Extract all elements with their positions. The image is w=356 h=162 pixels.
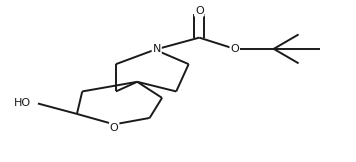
Text: O: O bbox=[110, 123, 119, 133]
Text: HO: HO bbox=[14, 98, 31, 109]
Text: N: N bbox=[152, 44, 161, 54]
Text: O: O bbox=[230, 44, 239, 54]
Text: O: O bbox=[195, 6, 204, 16]
